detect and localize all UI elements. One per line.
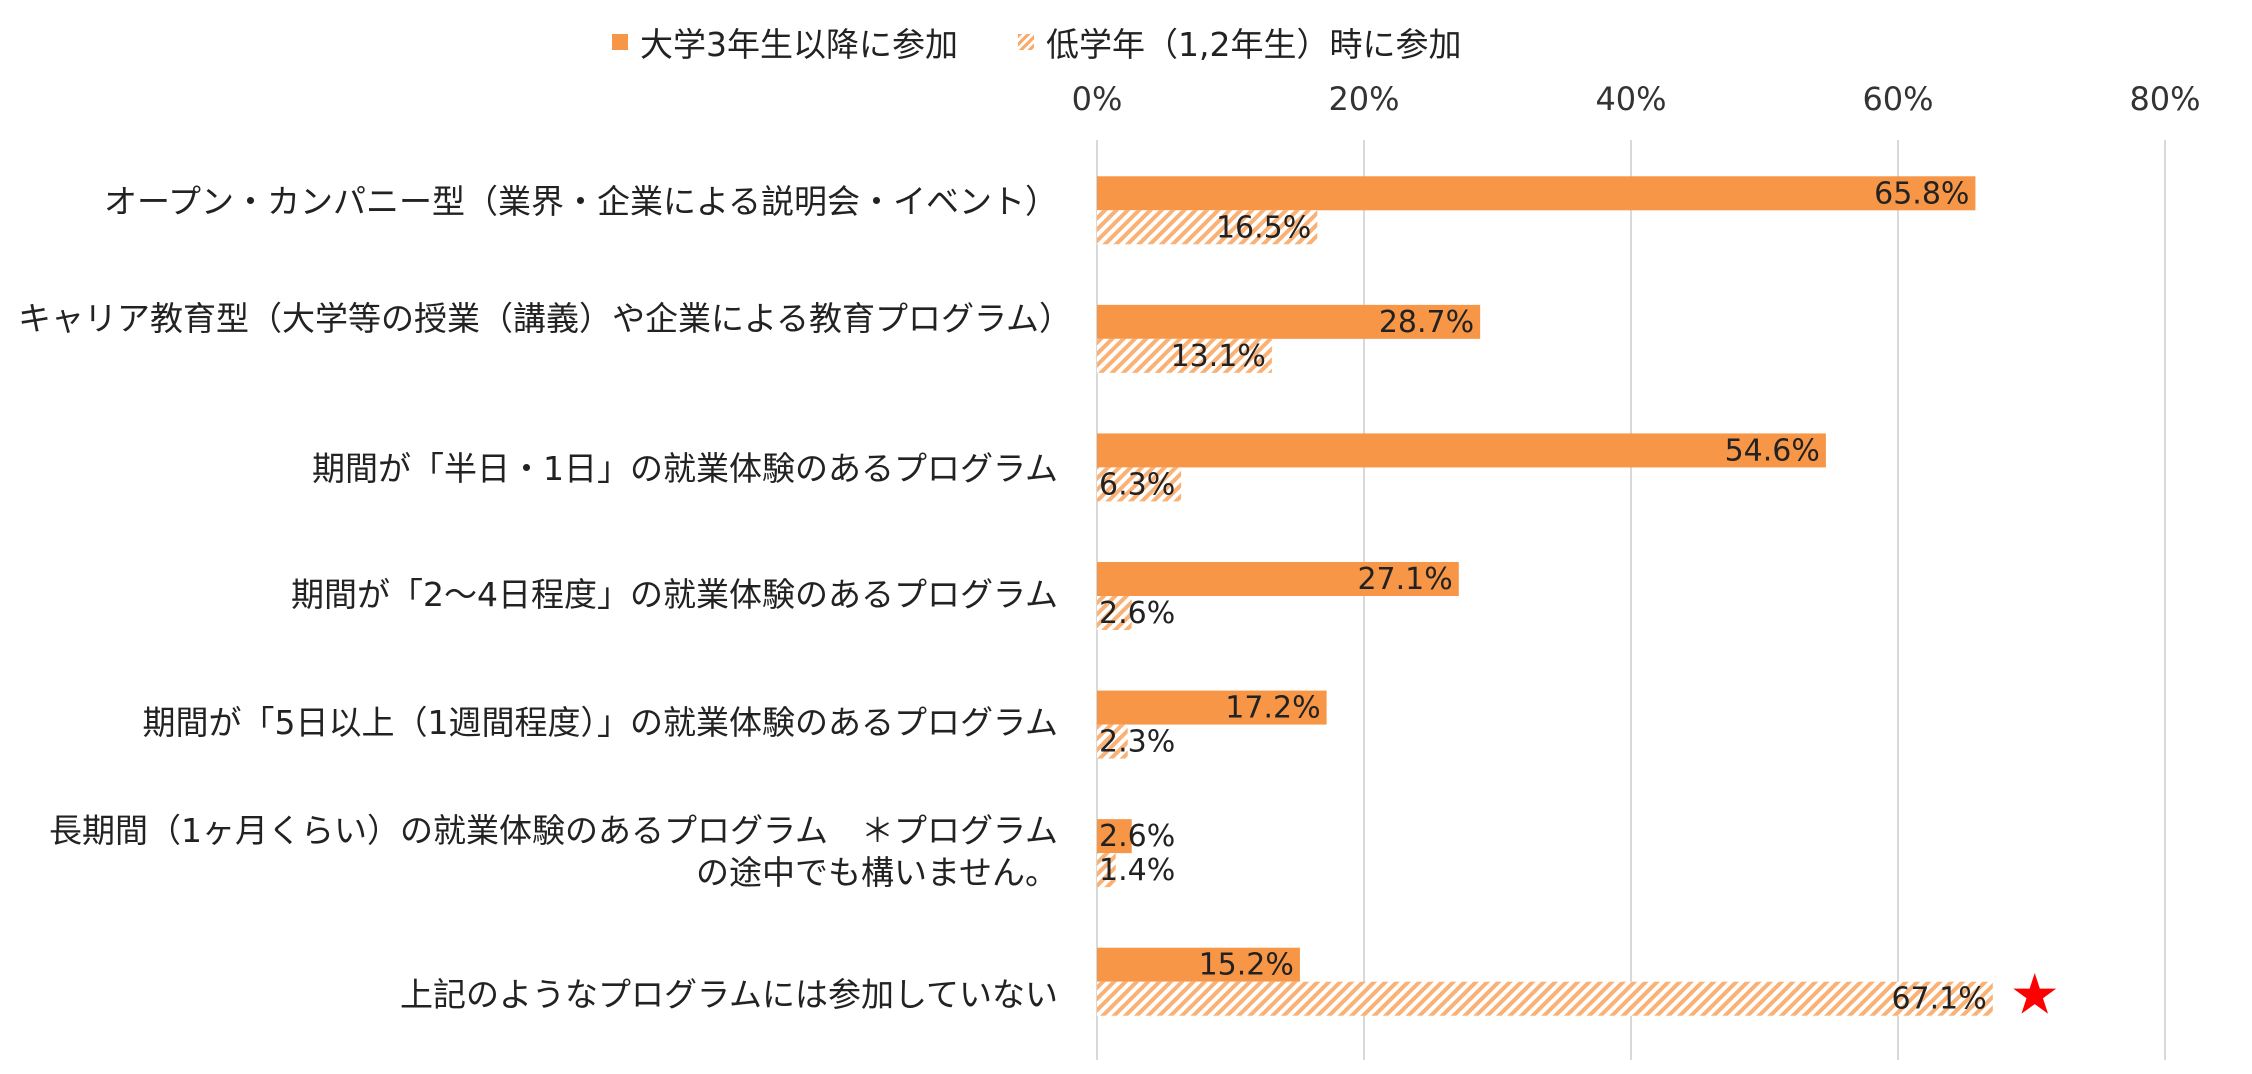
legend-swatch-solid <box>612 34 628 50</box>
legend-label-series-2: 低学年（1,2年生）時に参加 <box>1046 25 1462 64</box>
bar-s2-0 <box>1097 210 1318 245</box>
category-label-4: 期間が「5日以上（1週間程度）」の就業体験のあるプログラム <box>142 703 1058 742</box>
data-label-s2-3: 2.6% <box>1099 596 1175 631</box>
x-tick-label-2: 40% <box>1595 80 1666 118</box>
data-label-s1-3: 27.1% <box>1357 562 1452 597</box>
bar-s2-1 <box>1097 338 1272 373</box>
category-label-5: 長期間（1ヶ月くらい）の就業体験のあるプログラム ＊プログラムの途中でも構いませ… <box>48 811 1058 892</box>
data-label-s2-6: 67.1% <box>1891 982 1986 1017</box>
bar-s2-5 <box>1097 853 1116 888</box>
x-tick-label-3: 60% <box>1862 80 1933 118</box>
bar-s1-0 <box>1097 176 1976 211</box>
legend-item-series-1: 大学3年生以降に参加 <box>612 18 958 66</box>
data-label-s1-1: 28.7% <box>1379 305 1474 340</box>
category-label-3: 期間が「2〜4日程度」の就業体験のあるプログラム <box>290 575 1058 614</box>
bar-s1-6 <box>1097 947 1300 982</box>
legend: 大学3年生以降に参加 低学年（1,2年生）時に参加 <box>612 18 1521 66</box>
data-label-s2-5: 1.4% <box>1099 853 1175 888</box>
data-label-s1-2: 54.6% <box>1725 433 1820 468</box>
data-label-s2-2: 6.3% <box>1099 467 1175 502</box>
data-label-s2-1: 13.1% <box>1171 339 1266 374</box>
data-label-s1-4: 17.2% <box>1225 691 1320 726</box>
x-tick-label-0: 0% <box>1072 80 1123 118</box>
data-label-s2-4: 2.3% <box>1099 725 1175 760</box>
legend-item-series-2: 低学年（1,2年生）時に参加 <box>1018 18 1461 66</box>
bar-s1-1 <box>1097 304 1481 339</box>
category-label-2: 期間が「半日・1日」の就業体験のあるプログラム <box>311 449 1058 488</box>
x-tick-label-4: 80% <box>2129 80 2200 118</box>
bar-s1-5 <box>1097 819 1132 854</box>
highlight-star-icon: ★ <box>2010 963 2060 1028</box>
bar-s2-4 <box>1097 724 1128 759</box>
category-label-6: 上記のようなプログラムには参加していない <box>399 975 1058 1014</box>
bar-s1-3 <box>1097 562 1459 596</box>
bar-s1-2 <box>1097 433 1826 468</box>
bar-s2-6 <box>1097 981 1993 1016</box>
data-label-s1-6: 15.2% <box>1199 948 1294 983</box>
category-label-0: オープン・カンパニー型（業界・企業による説明会・イベント） <box>103 182 1058 221</box>
legend-label-series-1: 大学3年生以降に参加 <box>640 25 958 64</box>
bar-s1-4 <box>1097 690 1327 725</box>
data-label-s1-5: 2.6% <box>1099 819 1175 854</box>
data-label-s2-0: 16.5% <box>1216 210 1311 245</box>
legend-swatch-hatched <box>1018 34 1034 50</box>
data-label-s1-0: 65.8% <box>1874 176 1969 211</box>
bar-s2-3 <box>1097 596 1132 630</box>
category-label-1: キャリア教育型（大学等の授業（講義）や企業による教育プログラム） <box>18 299 1073 338</box>
x-tick-label-1: 20% <box>1328 80 1399 118</box>
bar-s2-2 <box>1097 467 1182 502</box>
